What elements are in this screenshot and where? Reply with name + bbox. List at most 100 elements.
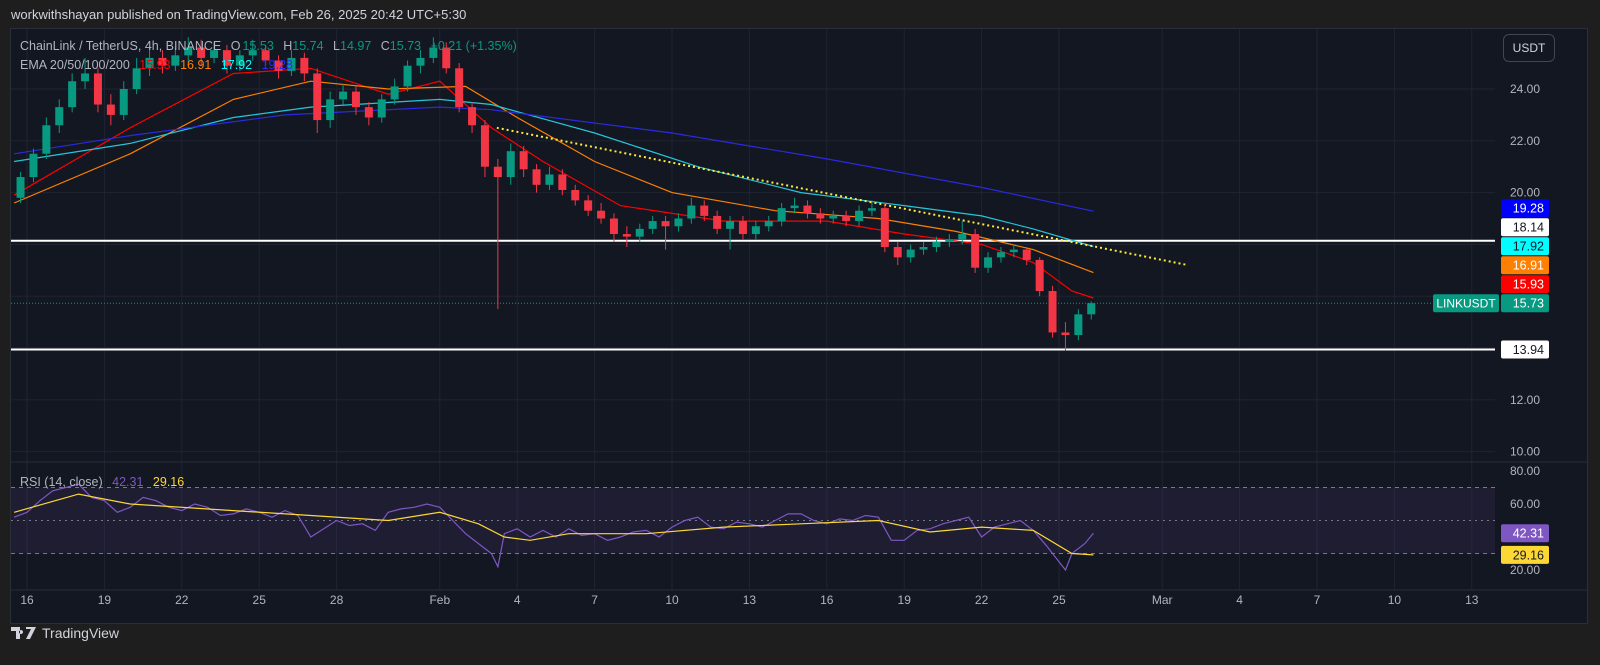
candle-body bbox=[300, 57, 309, 74]
candle-body bbox=[958, 234, 967, 240]
candle-body bbox=[184, 47, 193, 56]
rsi-label[interactable]: RSI (14, close) bbox=[20, 475, 103, 489]
candle-body bbox=[81, 73, 90, 82]
currency-button[interactable]: USDT bbox=[1503, 34, 1555, 62]
candle-body bbox=[364, 107, 373, 118]
low-value: 14.97 bbox=[340, 39, 372, 53]
candle bbox=[867, 200, 876, 216]
candle bbox=[687, 197, 696, 224]
ema100-price-tag-bg bbox=[1501, 237, 1549, 256]
candle-body bbox=[945, 239, 954, 242]
price-axis-label: 22.00 bbox=[1510, 134, 1540, 148]
candle bbox=[468, 101, 477, 134]
rsi-axis-label: 80.00 bbox=[1510, 464, 1540, 478]
candle bbox=[429, 37, 438, 64]
candle-body bbox=[777, 208, 786, 222]
candle bbox=[377, 94, 386, 123]
candle bbox=[16, 171, 25, 203]
candle bbox=[416, 50, 425, 74]
candle bbox=[1022, 246, 1031, 266]
candle-body bbox=[480, 125, 489, 167]
time-axis-label: Feb bbox=[429, 593, 450, 607]
open-label: O bbox=[230, 39, 241, 53]
candle-body bbox=[984, 257, 993, 268]
candle bbox=[855, 205, 864, 227]
candle bbox=[842, 210, 851, 227]
candle-body bbox=[210, 50, 219, 58]
time-axis-label: 19 bbox=[898, 593, 912, 607]
ema-label[interactable]: EMA 20/50/100/200 bbox=[20, 58, 130, 72]
publisher-line: workwithshayan published on TradingView.… bbox=[11, 7, 467, 22]
candle bbox=[235, 50, 244, 71]
candle-body bbox=[648, 221, 657, 229]
candle bbox=[751, 221, 760, 240]
candle bbox=[713, 210, 722, 235]
footer-brand[interactable]: TradingView bbox=[11, 625, 119, 641]
symbol-title[interactable]: ChainLink / TetherUS, 4h, BINANCE bbox=[20, 39, 222, 53]
candle bbox=[1035, 257, 1044, 297]
candle bbox=[93, 68, 102, 113]
candle bbox=[584, 195, 593, 216]
candle bbox=[442, 42, 451, 74]
candle-body bbox=[145, 57, 154, 69]
candle bbox=[1074, 309, 1083, 341]
time-axis-label: 16 bbox=[820, 593, 834, 607]
candle bbox=[777, 202, 786, 227]
candle-body bbox=[867, 208, 876, 211]
candle-body bbox=[1035, 259, 1044, 292]
candle bbox=[313, 68, 322, 134]
candle-body bbox=[1048, 291, 1057, 333]
candle bbox=[1009, 244, 1018, 258]
open-value: 15.53 bbox=[242, 39, 274, 53]
candle bbox=[1087, 301, 1096, 320]
candle-body bbox=[803, 205, 812, 214]
time-axis-label: 22 bbox=[975, 593, 989, 607]
candle bbox=[558, 169, 567, 196]
ema-line bbox=[14, 98, 1094, 248]
candle bbox=[300, 52, 309, 82]
candle bbox=[326, 91, 335, 128]
rsi-ma-value-tag-bg bbox=[1501, 545, 1549, 564]
candle bbox=[958, 221, 967, 245]
candle-body bbox=[442, 47, 451, 69]
candle-body bbox=[377, 99, 386, 118]
candle bbox=[261, 44, 270, 66]
ema100-price-tag: 17.92 bbox=[1513, 240, 1544, 254]
time-axis-label: Mar bbox=[1152, 593, 1173, 607]
candle bbox=[106, 94, 115, 126]
candle-body bbox=[532, 169, 541, 185]
candle bbox=[390, 78, 399, 105]
time-axis-label: 10 bbox=[1388, 593, 1402, 607]
time-axis-label: 25 bbox=[253, 593, 267, 607]
candle bbox=[506, 143, 515, 185]
candle bbox=[880, 202, 889, 253]
candle bbox=[790, 197, 799, 214]
rsi-value: 42.31 bbox=[112, 475, 144, 489]
candle bbox=[996, 246, 1005, 263]
low-label: L bbox=[333, 39, 340, 53]
candle-body bbox=[764, 221, 773, 227]
candle-body bbox=[545, 174, 554, 185]
tradingview-logo-icon bbox=[11, 627, 36, 639]
candle bbox=[197, 39, 206, 66]
ema-line bbox=[13, 80, 1094, 274]
candle-body bbox=[171, 55, 180, 66]
ema200-price-tag-bg bbox=[1501, 199, 1549, 218]
time-axis-label: 4 bbox=[514, 593, 521, 607]
ema200-price-tag: 19.28 bbox=[1513, 202, 1544, 216]
candle-body bbox=[558, 174, 567, 191]
candle bbox=[816, 208, 825, 224]
candle-body bbox=[429, 47, 438, 58]
time-axis-label: 10 bbox=[665, 593, 679, 607]
candle-body bbox=[842, 215, 851, 222]
candle bbox=[119, 81, 128, 121]
candle bbox=[945, 234, 954, 247]
candle-body bbox=[313, 73, 322, 121]
candle bbox=[158, 50, 167, 74]
level-price-tag: 18.14 bbox=[1513, 221, 1544, 235]
candle-body bbox=[919, 246, 928, 250]
ema50-value: 16.91 bbox=[180, 58, 212, 72]
time-axis-label: 13 bbox=[743, 593, 757, 607]
candle-body bbox=[1074, 314, 1083, 336]
